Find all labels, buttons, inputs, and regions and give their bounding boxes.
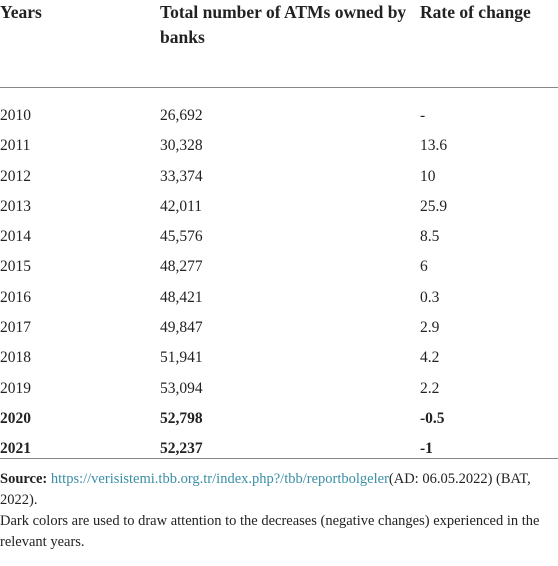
cell: 13.6 [420,137,448,155]
cell: 49,847 [160,319,203,337]
cell: 10 [420,167,436,185]
table-row: 2014 45,576 8.5 [0,222,558,252]
table-row: 2015 48,277 6 [0,252,558,282]
cell: - [420,107,426,124]
cell: 0.3 [420,288,440,306]
cell: 2.9 [420,319,440,337]
cell: 26,692 [160,107,203,124]
cell: 45,576 [160,228,203,246]
cell: 4.2 [420,349,440,367]
note: Dark colors are used to draw attention t… [0,513,540,550]
cell: 2016 [0,288,31,306]
cell: 2019 [0,379,31,397]
table-row: 2017 49,847 2.9 [0,313,558,343]
cell: 33,374 [160,167,203,185]
cell: 2020 [0,409,31,427]
cell: 8.5 [420,228,440,246]
table-row: 2013 42,011 25.9 [0,192,558,222]
cell: 2021 [0,440,31,458]
cell: 2014 [0,228,31,246]
cell: 2018 [0,349,31,367]
cell: -0.5 [420,409,445,427]
source-url[interactable]: https://verisistemi.tbb.org.tr/index.php… [50,471,389,487]
cell: 48,277 [160,258,203,276]
table-row: 2010 26,692 - [0,101,558,131]
cell: 2010 [0,107,31,124]
cell: 6 [420,258,428,276]
table-row: 2018 51,941 4.2 [0,343,558,373]
cell: 2.2 [420,379,440,397]
cell: 25.9 [420,197,448,215]
header-cell: Years [0,2,42,22]
table-row: 2019 53,094 2.2 [0,374,558,404]
cell: 48,421 [160,288,203,306]
cell: 42,011 [160,197,203,215]
cell: 52,237 [160,440,203,458]
cell: 2013 [0,197,31,215]
cell: 52,798 [160,409,203,427]
table-row: 2011 30,328 13.6 [0,131,558,161]
cell: 30,328 [160,137,203,155]
cell: 51,941 [160,349,203,367]
source-label: Source: [0,471,48,487]
cell: 2011 [0,137,31,155]
cell: 2015 [0,258,31,276]
table-row: 2021 52,237 -1 [0,434,558,464]
cell: 53,094 [160,379,203,397]
cell: 2012 [0,167,31,185]
footnote: Source: https://verisistemi.tbb.org.tr/i… [0,459,558,553]
table-row: 2016 48,421 0.3 [0,283,558,313]
table-header: Years Total number of ATMs owned by bank… [0,0,558,88]
header-cell: Total number of ATMs owned by banks [160,2,407,47]
header-cell: Rate of change [420,2,531,22]
table-row: 2020 52,798 -0.5 [0,404,558,434]
cell: -1 [420,440,433,458]
table-body: 2010 26,692-2011 30,328 13.6 2012 33,374 10 201… [0,88,558,459]
source-rest: (AD: 06.05.2022) (BAT, 2022). [0,471,531,508]
table-row: 2012 33,374 10 [0,162,558,192]
cell: 2017 [0,319,31,337]
